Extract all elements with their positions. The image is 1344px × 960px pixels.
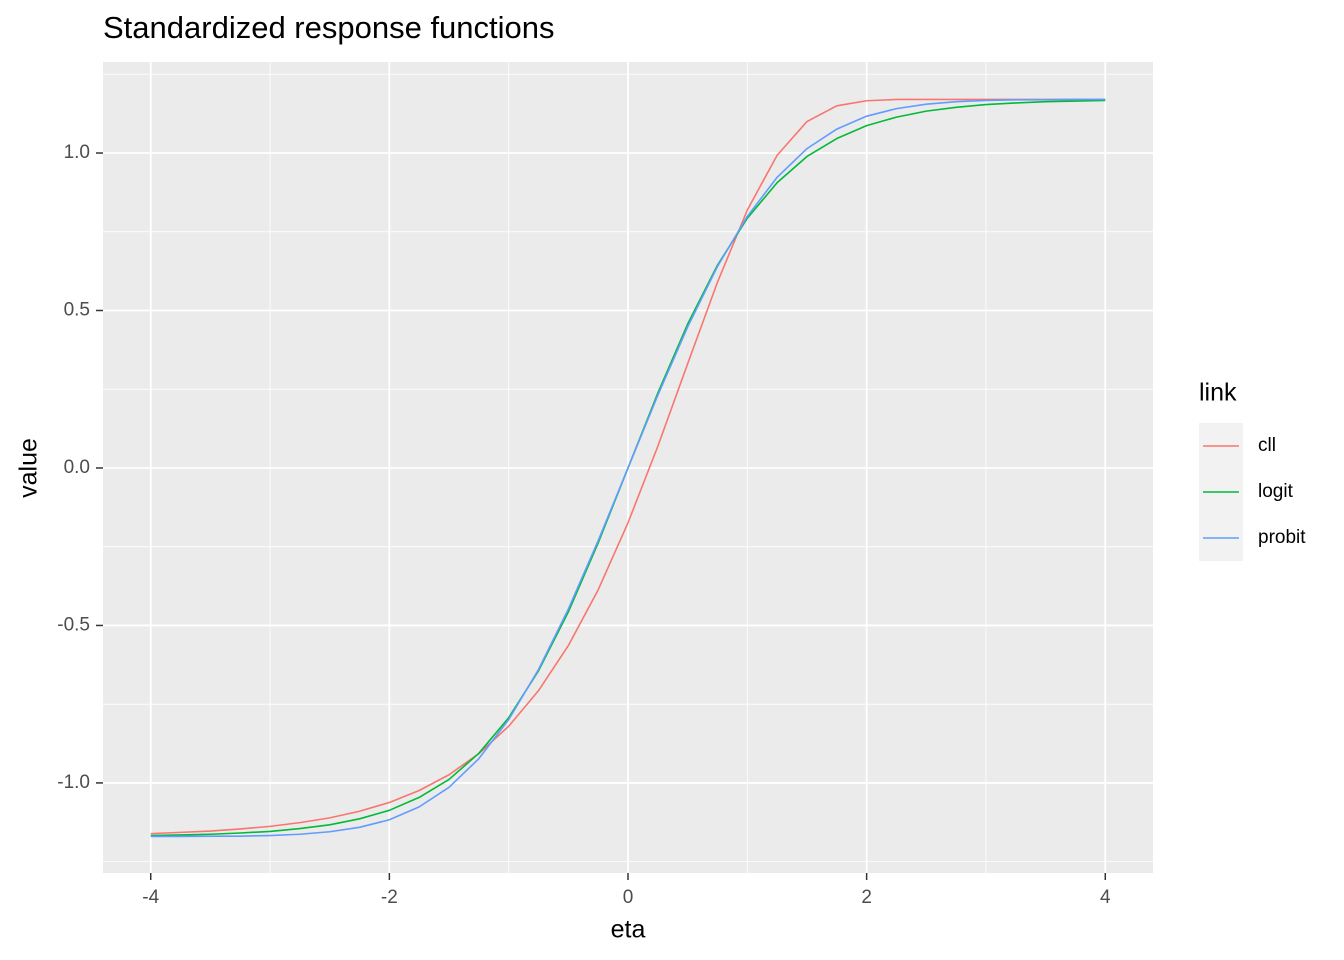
y-axis-title: value — [15, 438, 43, 498]
x-tick-label: -4 — [142, 887, 159, 908]
legend-label: logit — [1258, 481, 1294, 502]
chart-title: Standardized response functions — [103, 10, 555, 45]
y-tick-label: -1.0 — [57, 772, 90, 793]
y-tick-label: 1.0 — [64, 142, 90, 163]
series-line — [150, 98, 1106, 835]
x-tick-label: 4 — [1100, 887, 1111, 908]
legend-label: cll — [1258, 435, 1276, 456]
y-tick-label: 0.5 — [64, 300, 90, 321]
legend-label: probit — [1258, 527, 1306, 548]
legend-title: link — [1199, 379, 1237, 407]
series-line — [150, 98, 1106, 838]
x-tick-label: -2 — [381, 887, 398, 908]
x-tick-label: 2 — [861, 887, 872, 908]
x-axis-title: eta — [611, 916, 646, 944]
y-tick-label: 0.0 — [64, 457, 90, 478]
y-tick-label: -0.5 — [57, 614, 90, 635]
x-tick-label: 0 — [623, 887, 634, 908]
